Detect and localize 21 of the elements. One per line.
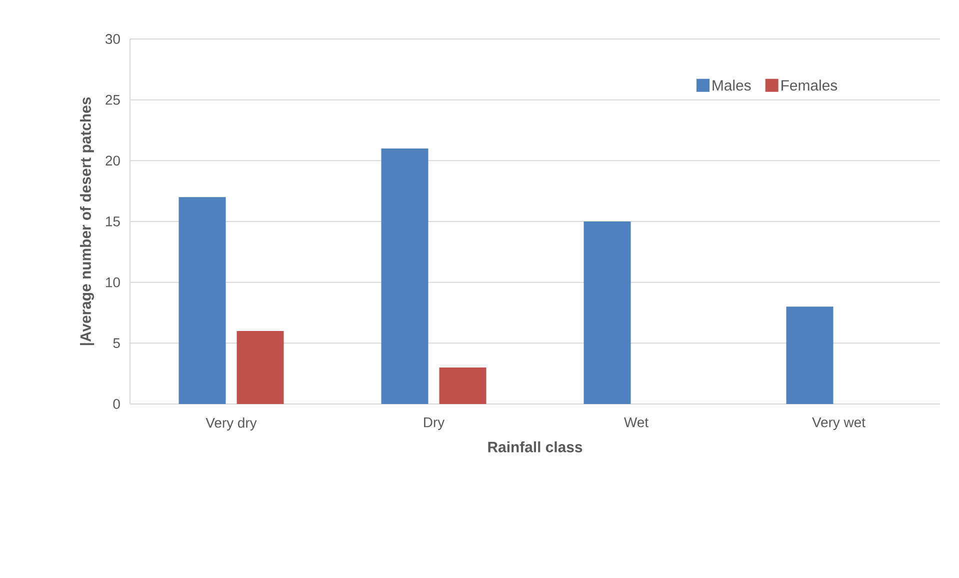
bar — [381, 148, 428, 404]
bar — [584, 221, 631, 404]
legend-label: Females — [782, 80, 838, 91]
bar — [439, 367, 486, 404]
y-tick-label: 20 — [106, 156, 120, 166]
bar — [236, 330, 284, 404]
x-tick-label: Very wet — [812, 418, 866, 430]
bar — [786, 306, 834, 404]
y-tick-label: 0 — [113, 399, 120, 409]
y-tick-label: 15 — [106, 216, 120, 226]
y-tick-label: 5 — [113, 338, 120, 348]
y-axis-title: |Average number of desert patches — [80, 97, 94, 346]
y-tick-label: 25 — [106, 94, 120, 105]
y-tick-label: 10 — [106, 277, 120, 288]
x-tick-label: Very dry — [206, 418, 257, 431]
x-axis-title: Rainfall class — [488, 441, 582, 452]
legend-label: Males — [712, 80, 751, 91]
y-tick-label: 30 — [106, 34, 120, 44]
bar — [178, 197, 226, 404]
x-tick-label: Dry — [424, 418, 445, 430]
x-tick-label: Wet — [624, 418, 648, 428]
